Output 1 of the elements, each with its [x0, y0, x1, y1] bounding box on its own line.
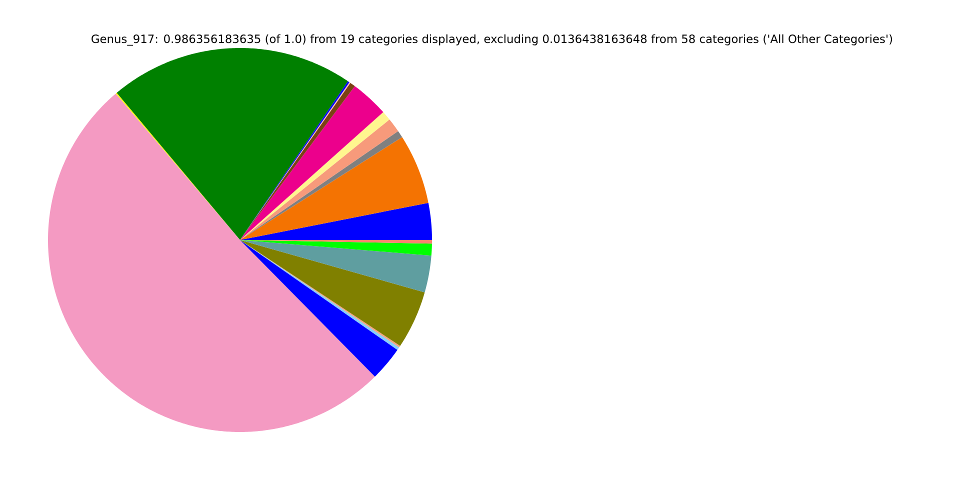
text: Genus_917: 0.986356183635 (of 1.0) from 19 categories displayed, excluding 0.0136438163648 from 58 categories ('All Other Categories') [92, 34, 892, 46]
